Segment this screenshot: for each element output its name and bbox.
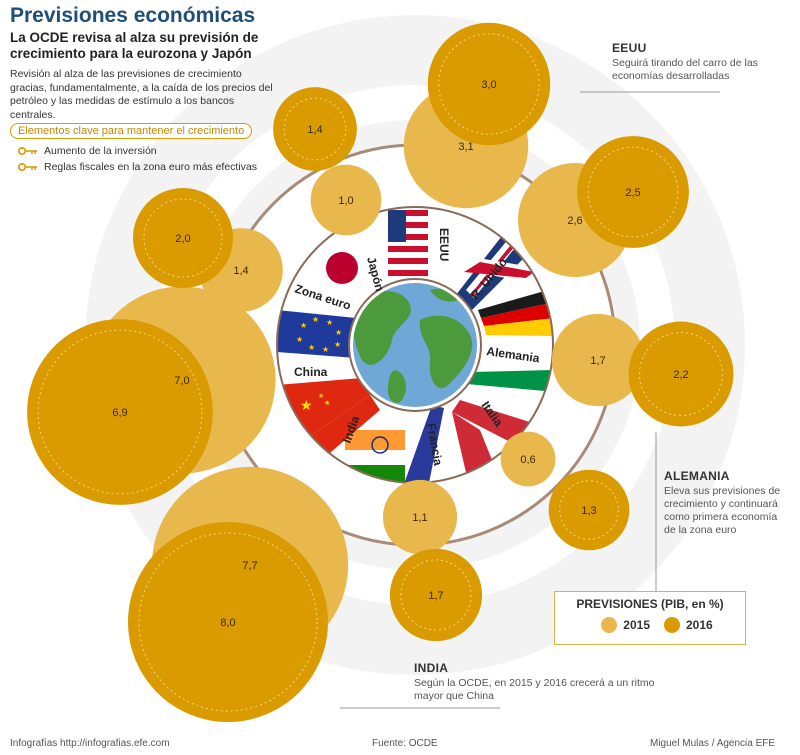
data-label-2015: 0,6 <box>520 454 535 466</box>
page-subtitle: La OCDE revisa al alza su previsión de c… <box>10 30 259 61</box>
svg-text:★: ★ <box>300 321 307 330</box>
flag-germany <box>478 288 553 318</box>
key-elements-list: Aumento de la inversión Reglas fiscales … <box>18 143 268 175</box>
flag-wheel: ★ ★ ★ ★★ ★ ★★★ ★★ <box>277 207 553 483</box>
flag-usa <box>388 210 428 280</box>
svg-text:★: ★ <box>326 318 333 327</box>
svg-text:★: ★ <box>312 315 319 324</box>
legend-label-2015: 2015 <box>623 618 650 632</box>
bubble-inner-ring <box>400 559 472 631</box>
legend-label-2016: 2016 <box>686 618 713 632</box>
note-text: Seguirá tirando del carro de las economí… <box>612 57 758 82</box>
data-label-2015: 1,1 <box>412 512 427 524</box>
data-label-2015: 1,4 <box>233 265 248 277</box>
note-alemania: ALEMANIA Eleva sus previsiones de crecim… <box>664 470 784 537</box>
bubble-2016-italia <box>548 469 630 551</box>
footer-credit: Infografías http://infografias.efe.com <box>10 738 170 749</box>
globe-icon <box>348 278 482 412</box>
data-label-2016: 1,3 <box>581 505 596 517</box>
list-item: Reglas fiscales en la zona euro más efec… <box>18 159 268 175</box>
svg-text:★: ★ <box>322 345 329 354</box>
bubble-2016-francia <box>389 548 483 642</box>
data-label-2015: 2,6 <box>567 215 582 227</box>
bubble-2015-francia <box>382 479 458 555</box>
list-item: Aumento de la inversión <box>18 143 268 159</box>
bubble-2016-alemania <box>628 321 734 427</box>
key-elements-box: Elementos clave para mantener el crecimi… <box>10 121 268 175</box>
data-label-2015: 1,7 <box>590 355 605 367</box>
flag-eu: ★★ ★ ★★★ ★★ <box>277 310 356 358</box>
key-icon <box>18 163 37 171</box>
data-label-2016: 1,7 <box>428 590 443 602</box>
bubble-2015-italia <box>500 431 556 487</box>
bubble-inner-ring <box>138 532 318 712</box>
data-label-2016: 2,0 <box>175 233 190 245</box>
intro-text: Revisión al alza de las previsiones de c… <box>10 68 273 121</box>
data-label-2016: 1,4 <box>307 124 322 136</box>
bubble-inner-ring <box>587 146 679 238</box>
country-label-china: China <box>294 365 328 379</box>
svg-text:★: ★ <box>334 340 341 349</box>
bubbles: 3,1 2,6 1,7 0,6 1,1 7,7 7,0 1,4 1,0 3,0 2,5 2,2 1,3 1… <box>27 22 734 722</box>
page-title: Previsiones económicas <box>10 4 256 27</box>
data-label-2016: 8,0 <box>220 617 235 629</box>
svg-text:★: ★ <box>308 343 315 352</box>
bubble-2016-india <box>128 522 328 722</box>
data-label-2016: 2,2 <box>673 369 688 381</box>
svg-text:★: ★ <box>300 397 313 413</box>
note-heading: ALEMANIA <box>664 469 730 483</box>
bubble-inner-ring <box>37 329 203 495</box>
bubble-2016-runido <box>577 136 689 248</box>
note-india: INDIA Según la OCDE, en 2015 y 2016 crec… <box>414 662 674 703</box>
flag-france <box>404 405 500 483</box>
data-label-2015: 7,7 <box>242 560 257 572</box>
note-heading: INDIA <box>414 661 449 675</box>
data-label-2015: 3,1 <box>458 141 473 153</box>
note-heading: EEUU <box>612 41 647 55</box>
bubble-2016-eeuu <box>427 22 551 146</box>
flag-japan <box>300 225 378 300</box>
legend: PREVISIONES (PIB, en %) 2015 2016 <box>554 591 746 645</box>
svg-text:★: ★ <box>318 392 324 400</box>
bubble-2016-japn <box>273 87 357 171</box>
bubble-inner-ring <box>639 332 723 416</box>
bubble-2016-china <box>27 319 213 505</box>
bubble-2016-zonaeuro <box>133 188 233 288</box>
svg-text:★: ★ <box>324 399 330 407</box>
footer-source: Fuente: OCDE <box>372 738 438 749</box>
bubble-inner-ring <box>559 480 619 540</box>
legend-swatch-2016 <box>664 617 680 633</box>
svg-text:★: ★ <box>296 335 303 344</box>
footer-author: Miguel Mulas / Agencia EFE <box>650 738 776 749</box>
bubble-2015-alemania <box>551 313 645 407</box>
data-label-2015: 1,0 <box>338 195 353 207</box>
note-leaders <box>340 91 720 709</box>
note-eeuu: EEUU Seguirá tirando del carro de las ec… <box>612 42 782 83</box>
key-icon <box>18 147 37 155</box>
bubble-inner-ring <box>143 198 223 278</box>
key-item-label: Aumento de la inversión <box>44 145 157 157</box>
note-text: Eleva sus previsiones de crecimiento y c… <box>664 485 781 536</box>
country-labels: Japón EEUU R. Unido Alemania Italia Fran… <box>293 228 541 467</box>
data-label-2016: 2,5 <box>625 187 640 199</box>
bubble-inner-ring <box>283 97 347 161</box>
data-label-2016: 6,9 <box>112 407 127 419</box>
bubble-inner-ring <box>438 33 540 135</box>
key-elements-title: Elementos clave para mantener el crecimi… <box>10 123 253 139</box>
legend-title: PREVISIONES (PIB, en %) <box>576 597 724 611</box>
key-item-label: Reglas fiscales en la zona euro más efec… <box>44 161 258 173</box>
country-label-eeuu: EEUU <box>437 228 451 261</box>
data-label-2015: 7,0 <box>174 375 189 387</box>
note-text: Según la OCDE, en 2015 y 2016 crecerá a … <box>414 677 655 702</box>
svg-text:★: ★ <box>335 328 342 337</box>
bubble-2015-japn <box>310 164 382 236</box>
legend-row: 2015 2016 <box>555 617 745 633</box>
legend-swatch-2015 <box>601 617 618 633</box>
data-label-2016: 3,0 <box>481 79 496 91</box>
